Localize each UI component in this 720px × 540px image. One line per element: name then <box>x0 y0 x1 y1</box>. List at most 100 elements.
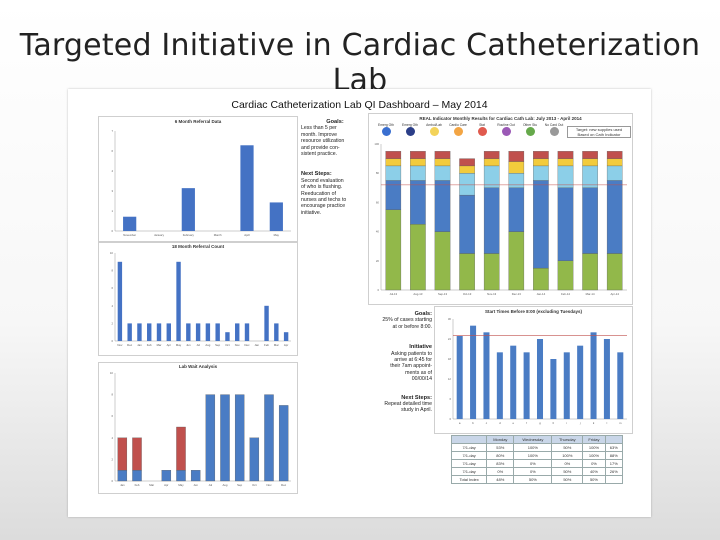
tick-label: Jun <box>186 343 191 347</box>
bar <box>283 332 289 341</box>
bar <box>249 437 260 482</box>
bar <box>434 151 451 159</box>
tick-label: Dec <box>281 483 287 487</box>
next-steps2-line: study in April. <box>401 407 432 414</box>
goals-line: sistent practice. <box>301 151 338 158</box>
bar <box>606 151 623 159</box>
goals2-text: 25% of cases starting at or before 8:00. <box>364 317 432 330</box>
y-tick-label: 8 <box>111 269 113 273</box>
bar <box>117 470 128 482</box>
chart-title: 6 Month Referral Data <box>174 119 222 124</box>
bar <box>508 173 525 188</box>
chart-title: Start Times Before 8:00 (excluding Tuesd… <box>484 309 583 314</box>
bar <box>483 151 500 159</box>
tick-label: Feb <box>135 483 140 487</box>
tick-label: Apr <box>164 483 168 487</box>
table-cell <box>604 435 624 444</box>
bar <box>132 437 142 471</box>
bar <box>434 231 451 291</box>
tick-label: Aug <box>223 483 228 487</box>
bar <box>533 151 549 159</box>
bar <box>186 323 191 341</box>
bar <box>235 323 240 341</box>
table-cell: 50% <box>551 443 584 452</box>
y-tick-label: 4 <box>111 304 113 308</box>
y-tick-label: 6 <box>449 397 451 401</box>
bar <box>483 253 500 291</box>
smiley-icon <box>477 127 487 136</box>
dashboard-image: Cardiac Catheterization Lab QI Dashboard… <box>68 89 651 517</box>
bar <box>410 151 426 159</box>
bar <box>483 187 500 254</box>
bar <box>220 394 230 482</box>
tick-label: May <box>176 343 182 347</box>
table-cell: 88% <box>604 451 624 460</box>
y-tick-label: 12 <box>448 377 452 381</box>
smiley-icon <box>525 127 535 136</box>
legend-label: Other Stu <box>522 123 538 127</box>
tick-label: Aug-13 <box>413 292 422 296</box>
bar <box>147 323 152 341</box>
table-cell: 100% <box>513 451 553 460</box>
table-cell: 7/1-day <box>450 467 488 476</box>
start-times-table: Monday Wednesday Thursday Friday 7/1-day 53% 1… <box>450 435 624 484</box>
next-steps2-line: Repeat detailed time <box>384 401 432 408</box>
bar <box>176 261 181 341</box>
table-cell: 0% <box>513 459 553 468</box>
bar <box>137 323 142 341</box>
bar <box>603 339 610 419</box>
goals2-line: at or before 8:00. <box>392 323 432 330</box>
table-cell: 40% <box>582 467 606 476</box>
tick-label: March <box>214 233 222 237</box>
bar <box>156 323 162 341</box>
bar <box>225 332 230 341</box>
tick-label: b <box>472 421 474 425</box>
bar <box>410 165 426 181</box>
chart-title: REAL Indicator Monthly Results for Cardi… <box>419 116 582 121</box>
bar <box>508 187 525 232</box>
bar <box>508 151 525 162</box>
bar <box>205 394 216 482</box>
bar <box>410 180 426 225</box>
chart-title: Lab Wait Analysis <box>178 364 218 369</box>
table-row: 7/1-day 80% 100% 100% 100% 88% <box>450 451 624 460</box>
tick-label: Sep <box>237 483 242 487</box>
bar <box>385 158 402 167</box>
tick-label: Nov-13 <box>487 292 496 296</box>
table-cell: Friday <box>582 435 606 444</box>
smiley-icon <box>549 127 559 136</box>
y-tick-label: 0 <box>111 479 113 483</box>
next-steps-line: Second evaluation <box>301 177 344 184</box>
next-steps-text: Second evaluation of who is flushing. Reed… <box>301 178 369 216</box>
table-row: 7/1-day 83% 0% 0% 0% 17% <box>450 459 624 468</box>
initiative-text: Asking patients to arrive at 6:45 for thei… <box>364 351 432 383</box>
y-tick-label: 4 <box>111 436 113 440</box>
tick-label: Sep-13 <box>438 292 447 296</box>
table-cell: 50% <box>513 475 553 484</box>
bar <box>264 394 274 482</box>
tick-label: Nov <box>267 483 273 487</box>
table-cell: Total Index <box>450 475 488 484</box>
bar <box>590 332 597 419</box>
legend-label: Stat <box>479 123 485 127</box>
bar <box>582 187 598 254</box>
bar <box>117 437 128 471</box>
smiley-icon <box>453 127 463 136</box>
tick-label: November <box>123 233 136 237</box>
table-cell: Thursday <box>551 435 584 444</box>
real-note-line2: Based on Cath Indicator <box>577 132 621 137</box>
bar <box>459 253 475 291</box>
bar <box>176 470 186 482</box>
tick-label: Jul <box>209 483 213 487</box>
tick-label: k <box>593 421 595 425</box>
table-cell <box>450 435 488 444</box>
bar <box>533 158 549 167</box>
table-cell: 50% <box>582 475 606 484</box>
next-steps-line: of who is flushing. <box>301 184 343 191</box>
initiative-heading: Initiative <box>409 344 432 351</box>
tick-label: f <box>526 421 527 425</box>
y-tick-label: 4 <box>111 169 113 173</box>
tick-label: Jul <box>196 343 200 347</box>
bar <box>557 187 574 261</box>
tick-label: Jan <box>255 343 260 347</box>
